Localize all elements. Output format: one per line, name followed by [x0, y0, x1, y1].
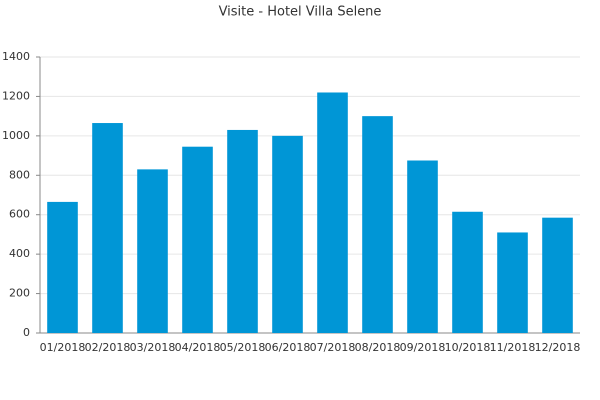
x-tick-label: 02/2018 — [85, 341, 131, 354]
x-tick-label: 05/2018 — [220, 341, 266, 354]
bar — [452, 211, 483, 333]
x-tick-label: 09/2018 — [400, 341, 446, 354]
bar — [137, 169, 168, 333]
bar — [497, 232, 528, 333]
y-tick-label: 1400 — [2, 50, 30, 63]
y-tick-label: 200 — [9, 287, 30, 300]
bar — [542, 217, 573, 333]
x-tick-label: 03/2018 — [130, 341, 176, 354]
x-tick-label: 06/2018 — [265, 341, 311, 354]
y-tick-label: 1200 — [2, 89, 30, 102]
bar — [227, 129, 258, 333]
x-tick-label: 11/2018 — [490, 341, 536, 354]
bar — [47, 201, 78, 333]
chart-title: Visite - Hotel Villa Selene — [219, 5, 382, 20]
x-tick-label: 08/2018 — [355, 341, 401, 354]
bar — [362, 116, 393, 334]
bar — [272, 135, 303, 333]
bar — [182, 146, 213, 333]
x-tick-label: 04/2018 — [175, 341, 221, 354]
x-tick-label: 12/2018 — [535, 341, 581, 354]
y-tick-label: 800 — [9, 168, 30, 181]
y-tick-label: 400 — [9, 247, 30, 260]
bar — [92, 123, 123, 334]
bar — [317, 92, 348, 333]
y-tick-label: 600 — [9, 208, 30, 221]
y-tick-label: 0 — [23, 326, 30, 339]
x-tick-label: 01/2018 — [40, 341, 86, 354]
y-tick-label: 1000 — [2, 129, 30, 142]
x-tick-label: 07/2018 — [310, 341, 356, 354]
x-tick-label: 10/2018 — [445, 341, 491, 354]
bar — [407, 160, 438, 333]
